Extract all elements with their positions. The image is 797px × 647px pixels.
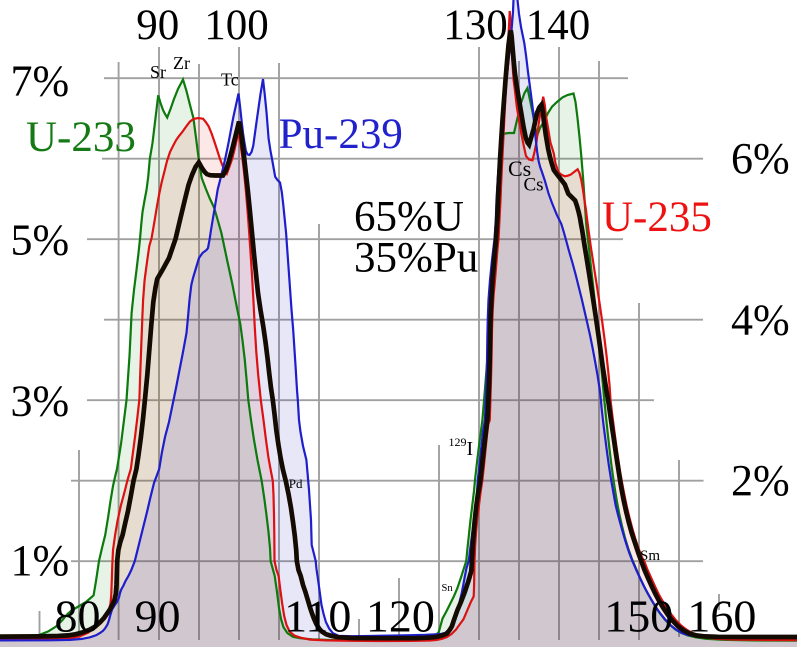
svg-text:Zr: Zr bbox=[173, 53, 190, 73]
svg-text:140: 140 bbox=[526, 2, 591, 49]
svg-text:90: 90 bbox=[135, 591, 181, 642]
svg-text:7%: 7% bbox=[11, 57, 70, 106]
svg-text:110: 110 bbox=[284, 591, 351, 642]
svg-text:Cs: Cs bbox=[524, 175, 544, 196]
svg-text:3%: 3% bbox=[11, 377, 70, 426]
svg-text:160: 160 bbox=[687, 591, 756, 642]
svg-text:Sr: Sr bbox=[150, 62, 166, 82]
svg-text:130: 130 bbox=[443, 2, 508, 49]
svg-text:Pu-239: Pu-239 bbox=[279, 111, 403, 158]
svg-text:Tc: Tc bbox=[221, 70, 239, 90]
svg-text:2%: 2% bbox=[731, 456, 790, 505]
svg-text:Sm: Sm bbox=[640, 548, 660, 564]
svg-text:I: I bbox=[467, 438, 474, 460]
svg-text:100: 100 bbox=[204, 2, 269, 49]
svg-text:U-235: U-235 bbox=[602, 194, 712, 241]
svg-text:90: 90 bbox=[136, 2, 179, 49]
svg-text:120: 120 bbox=[366, 591, 435, 642]
svg-text:Pd: Pd bbox=[289, 476, 303, 491]
svg-text:4%: 4% bbox=[731, 295, 790, 344]
svg-text:65%U: 65%U bbox=[354, 194, 464, 241]
svg-text:150: 150 bbox=[604, 591, 673, 642]
svg-text:35%Pu: 35%Pu bbox=[354, 235, 478, 282]
svg-text:U-233: U-233 bbox=[26, 114, 136, 161]
svg-text:Sn: Sn bbox=[442, 583, 454, 594]
svg-text:129: 129 bbox=[449, 435, 467, 449]
svg-text:5%: 5% bbox=[11, 216, 70, 265]
svg-text:6%: 6% bbox=[731, 134, 790, 183]
svg-text:1%: 1% bbox=[11, 536, 70, 585]
svg-text:80: 80 bbox=[55, 591, 101, 642]
svg-text:Cs: Cs bbox=[508, 156, 531, 181]
